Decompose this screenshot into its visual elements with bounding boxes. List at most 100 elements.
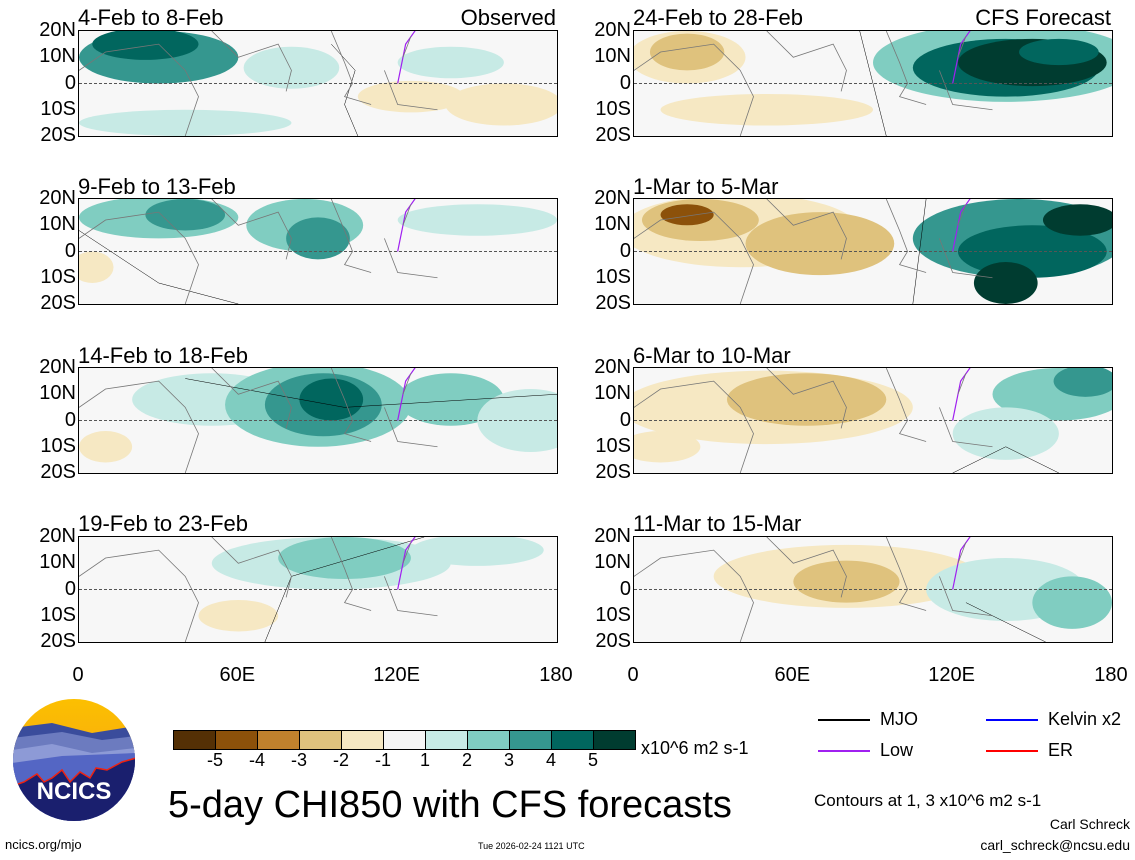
lat-label: 10N — [39, 551, 76, 574]
panel-title: 1-Mar to 5-Mar — [633, 174, 779, 199]
colorbar-swatch — [342, 731, 384, 749]
lon-label: 60E — [774, 664, 811, 686]
colorbar-swatch — [300, 731, 342, 749]
anomaly-shading — [198, 600, 279, 632]
lat-label: 10S — [595, 434, 631, 457]
legend-low: Low — [818, 740, 913, 761]
colorbar-swatch — [468, 731, 510, 749]
legend-line-er — [986, 749, 1038, 752]
anomaly-shading — [79, 109, 292, 136]
lat-label: 0 — [619, 239, 631, 262]
anomaly-shading — [660, 94, 873, 126]
lon-label: 180 — [539, 664, 573, 686]
lat-label: 20S — [595, 461, 631, 483]
lat-label: 0 — [619, 71, 631, 94]
colorbar-swatch — [384, 731, 426, 749]
lat-label: 20N — [39, 356, 76, 378]
panel-title: 4-Feb to 8-Feb — [78, 5, 224, 30]
panel-title: 14-Feb to 18-Feb — [78, 343, 248, 368]
anomaly-shading — [278, 537, 411, 579]
map-panel — [633, 30, 1113, 137]
panel-tag: Observed — [460, 5, 556, 30]
anomaly-shading — [1032, 576, 1112, 629]
anomaly-shading — [357, 80, 465, 113]
lat-label: 10N — [594, 551, 631, 574]
anomaly-shading — [92, 31, 199, 60]
colorbar-swatch — [510, 731, 552, 749]
lat-label: 20S — [595, 292, 631, 314]
lat-label: 10S — [595, 265, 631, 288]
lon-label: 60E — [219, 664, 256, 686]
lat-label: 20N — [594, 187, 631, 209]
anomaly-shading — [79, 431, 133, 463]
figure-title: 5-day CHI850 with CFS forecasts — [168, 784, 732, 826]
colorbar-tick-label: 5 — [587, 750, 599, 770]
anomaly-shading — [726, 373, 887, 426]
lon-label: 180 — [1094, 664, 1128, 686]
lat-label: 10S — [595, 97, 631, 120]
mjo-contour — [966, 603, 1046, 642]
low-contour — [398, 537, 451, 590]
anomaly-shading — [445, 83, 557, 126]
legend-label: Kelvin x2 — [1048, 709, 1122, 729]
colorbar-tick-label: 1 — [419, 750, 431, 770]
lat-label: 20S — [595, 124, 631, 146]
colorbar-tick-label: 2 — [461, 750, 473, 770]
anomaly-shading — [952, 407, 1059, 460]
mjo-contour — [331, 44, 358, 136]
colorbar-tick-label: 3 — [503, 750, 515, 770]
map-panel — [78, 198, 558, 305]
anomaly-shading — [299, 378, 364, 421]
anomaly-shading — [79, 251, 114, 283]
map-panel — [633, 536, 1113, 643]
lat-label: 0 — [619, 408, 631, 431]
mjo-contour — [953, 447, 1059, 473]
colorbar-tick-label: -4 — [248, 750, 266, 770]
legend-label: MJO — [880, 709, 918, 729]
lat-label: 20S — [40, 630, 76, 652]
colorbar-swatch — [552, 731, 594, 749]
contours-note: Contours at 1, 3 x10^6 m2 s-1 — [814, 791, 1042, 810]
lat-label: 10N — [39, 382, 76, 405]
colorbar-tick-label: -2 — [332, 750, 350, 770]
map-panel — [633, 367, 1113, 474]
lat-label: 20N — [594, 19, 631, 41]
anomaly-shading — [397, 373, 504, 426]
colorbar-swatch — [594, 731, 635, 749]
panel-title: 6-Mar to 10-Mar — [633, 343, 791, 368]
anomaly-shading — [243, 46, 340, 89]
legend-line-kelvin — [986, 718, 1038, 721]
legend-line-low — [818, 749, 870, 752]
lat-label: 10N — [594, 382, 631, 405]
colorbar — [173, 730, 636, 750]
colorbar-tick-label: -3 — [290, 750, 308, 770]
lat-label: 10N — [39, 213, 76, 236]
panel-tag: CFS Forecast — [975, 5, 1111, 30]
coastlines — [634, 199, 993, 304]
lat-label: 20N — [594, 356, 631, 378]
email[interactable]: carl_schreck@ncsu.edu — [980, 837, 1130, 853]
legend-kelvin: Kelvin x2 — [986, 709, 1121, 730]
legend-line-mjo — [818, 718, 870, 721]
anomaly-shading — [397, 204, 557, 236]
anomaly-shading — [660, 204, 714, 226]
low-contour — [398, 31, 451, 84]
colorbar-swatch — [426, 731, 468, 749]
anomaly-shading — [286, 217, 350, 260]
panel-title: 19-Feb to 23-Feb — [78, 511, 248, 536]
site-link[interactable]: ncics.org/mjo — [5, 837, 82, 852]
anomaly-shading — [745, 212, 895, 276]
anomaly-shading — [1042, 204, 1112, 236]
low-contour — [398, 199, 451, 252]
lat-label: 10N — [594, 213, 631, 236]
map-panel — [78, 367, 558, 474]
lat-label: 0 — [64, 239, 76, 262]
mjo-contour — [860, 31, 887, 136]
map-panel — [78, 30, 558, 137]
lat-label: 0 — [64, 71, 76, 94]
lat-label: 10S — [40, 97, 76, 120]
lat-label: 10S — [40, 603, 76, 626]
lat-label: 20S — [40, 461, 76, 483]
lat-label: 20S — [595, 630, 631, 652]
colorbar-swatch — [258, 731, 300, 749]
